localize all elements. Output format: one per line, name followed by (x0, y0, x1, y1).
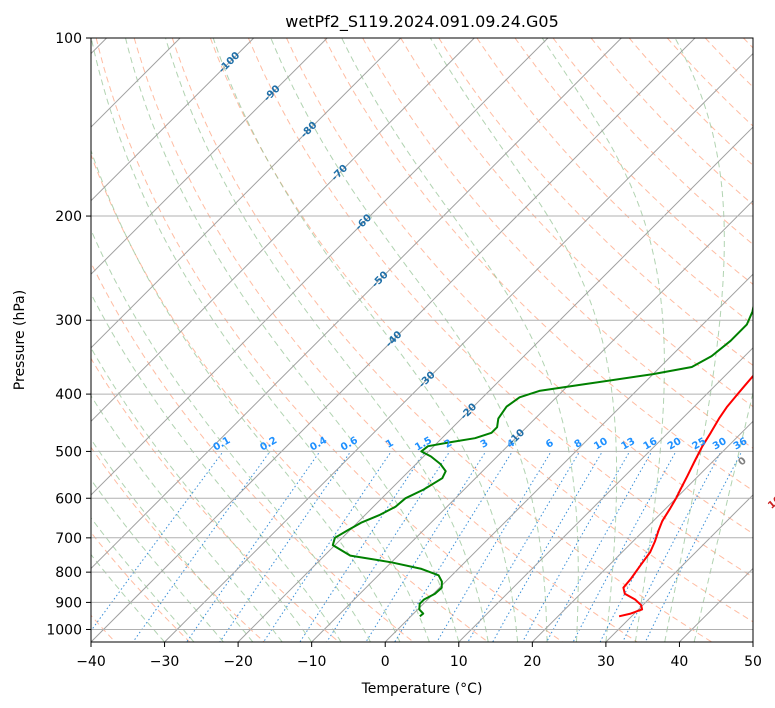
dry-adiabat (91, 357, 340, 642)
x-tick-label: 40 (671, 654, 689, 670)
moist-adiabat (91, 394, 283, 642)
isotherm (605, 494, 753, 642)
moist-adiabat (91, 292, 342, 642)
mixing-ratio-label: 1 (384, 438, 396, 451)
isotherm (164, 52, 753, 642)
moist-adiabat-label: 10 (766, 494, 775, 511)
profiles (331, 303, 753, 618)
x-tick-label: −20 (223, 654, 253, 670)
isotherm (91, 38, 328, 275)
mixing-ratio-line (467, 453, 580, 642)
y-axis-ticks: 100 200 300 400 500 600 700 800 900 1000 (46, 31, 91, 638)
plot-frame (90, 37, 754, 643)
dry-adiabat (171, 38, 713, 642)
y-tick-label: 800 (55, 565, 82, 581)
x-axis-ticks: −40 −30 −20 −10 0 10 20 30 40 50 (76, 642, 762, 670)
temperature-profile (618, 374, 753, 618)
moist-adiabat (125, 38, 460, 642)
x-axis-label: Temperature (°C) (361, 681, 483, 697)
x-tick-label: 50 (744, 654, 762, 670)
isotherm (91, 38, 549, 496)
y-tick-label: 900 (55, 595, 82, 611)
mixing-ratio-label: 4 (505, 438, 517, 451)
mixing-ratio-line (91, 453, 223, 632)
mixing-ratio-line (492, 453, 602, 642)
moist-adiabat (664, 38, 725, 642)
dry-adiabat (91, 153, 489, 642)
background-lines (91, 38, 753, 642)
dry-adiabat (286, 38, 753, 535)
mixing-ratio-line (522, 453, 630, 642)
isotherm (91, 38, 696, 642)
moist-adiabat (91, 228, 371, 642)
moist-adiabat (212, 38, 519, 642)
moist-adiabat (429, 38, 618, 642)
y-tick-label: 200 (55, 209, 82, 225)
isotherm (91, 38, 402, 349)
mixing-ratio-line (365, 453, 486, 642)
moist-adiabat (91, 38, 430, 642)
moist-adiabat (91, 438, 254, 642)
x-tick-label: −40 (76, 654, 106, 670)
dry-adiabat (91, 261, 414, 642)
dry-adiabat (438, 38, 753, 366)
mixing-ratio-line (132, 453, 270, 642)
moist-adiabat (91, 517, 195, 642)
y-tick-label: 600 (55, 491, 82, 507)
chart-title: wetPf2_S119.2024.091.09.24.G05 (285, 12, 559, 32)
dry-adiabat (209, 38, 753, 623)
mixing-ratio-label: 8 (573, 438, 585, 451)
x-tick-label: 20 (523, 654, 541, 670)
isotherm (531, 420, 753, 642)
isotherm (237, 126, 753, 642)
x-tick-label: −30 (150, 654, 180, 670)
pressure-grid (91, 38, 753, 642)
mixing-ratio-line (326, 453, 449, 642)
x-tick-label: 10 (450, 654, 468, 670)
dry-adiabat (552, 38, 753, 246)
dry-adiabat (95, 38, 563, 642)
moist-adiabat (91, 553, 165, 642)
isotherm (91, 38, 255, 202)
dewpoint-profile (331, 303, 753, 618)
moist-adiabat (341, 38, 579, 642)
y-tick-label: 300 (55, 313, 82, 329)
mixing-ratio-label: 2 (443, 438, 455, 451)
mixing-ratio-line (186, 453, 320, 642)
x-tick-label: 0 (381, 654, 390, 670)
isotherm (91, 38, 622, 570)
y-tick-label: 700 (55, 531, 82, 547)
mixing-ratio-line (644, 453, 742, 642)
mixing-ratio-label: 3 (479, 438, 491, 451)
mixing-ratio-line (436, 453, 551, 642)
isotherm (311, 199, 753, 642)
y-tick-label: 1000 (46, 622, 82, 638)
mixing-ratio-line (299, 453, 425, 642)
dry-adiabat (400, 38, 753, 408)
y-axis-label: Pressure (hPa) (12, 290, 28, 390)
dry-adiabat (590, 38, 753, 206)
moist-adiabat (165, 38, 489, 642)
moist-adiabat (541, 38, 665, 642)
y-tick-label: 500 (55, 444, 82, 460)
isotherm (91, 38, 475, 423)
isotherm (458, 347, 753, 642)
x-tick-label: 30 (597, 654, 615, 670)
moist-adiabat (693, 390, 753, 642)
y-tick-label: 400 (55, 387, 82, 403)
mixing-ratio-line (394, 453, 512, 642)
moist-adiabat (91, 478, 224, 642)
dry-adiabat (324, 38, 753, 492)
dry-adiabat (247, 38, 753, 578)
mixing-ratio-label: 6 (544, 438, 556, 451)
isotherm (384, 273, 753, 642)
dry-adiabat (133, 38, 638, 642)
x-tick-label: −10 (297, 654, 327, 670)
y-tick-label: 100 (55, 31, 82, 47)
mixing-ratio-line (546, 453, 652, 642)
